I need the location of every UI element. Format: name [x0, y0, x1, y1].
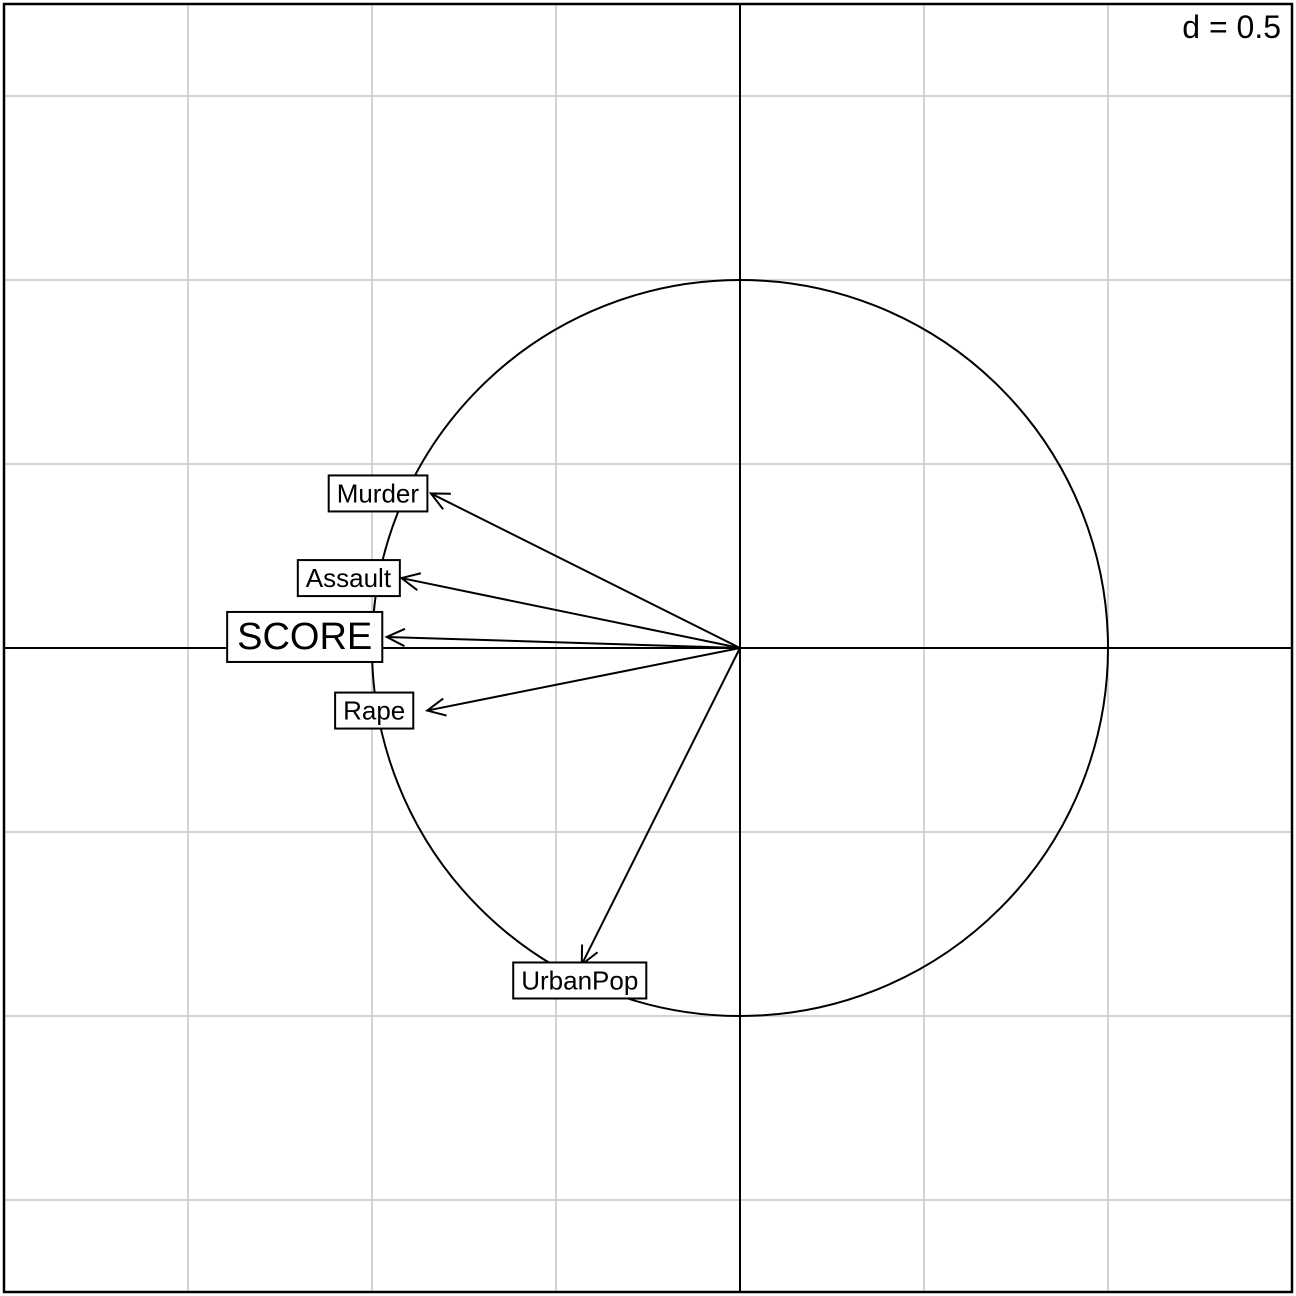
arrowhead-rape — [424, 697, 447, 717]
arrow-murder — [430, 492, 741, 649]
arrow-score — [386, 635, 741, 649]
label-box-rape — [334, 691, 415, 730]
variable-labels: Murder Assault SCORE Rape UrbanPop — [226, 474, 648, 1000]
label-urbanpop: UrbanPop — [512, 961, 648, 1000]
arrowhead-score — [384, 627, 406, 648]
arrow-urbanpop — [580, 647, 741, 965]
label-text-rape: Rape — [343, 696, 405, 726]
label-murder: Murder — [327, 474, 429, 513]
grid-scale-label: d = 0.5 — [1182, 9, 1281, 45]
label-text-urbanpop: UrbanPop — [521, 965, 638, 995]
arrow-assault — [401, 577, 741, 649]
label-text-score: SCORE — [237, 616, 372, 658]
label-box-urbanpop — [512, 961, 648, 1000]
label-box-score — [226, 610, 384, 663]
label-assault: Assault — [296, 559, 401, 598]
variable-arrows — [384, 492, 741, 967]
label-rape: Rape — [334, 691, 415, 730]
axes — [4, 4, 1292, 1292]
label-text-murder: Murder — [337, 478, 420, 508]
arrow-rape — [427, 647, 741, 712]
arrowhead-assault — [399, 572, 422, 592]
label-score: SCORE — [226, 610, 384, 663]
label-box-assault — [296, 559, 401, 598]
label-text-assault: Assault — [306, 563, 392, 593]
label-box-murder — [327, 474, 429, 513]
arrowhead-murder — [428, 492, 451, 510]
